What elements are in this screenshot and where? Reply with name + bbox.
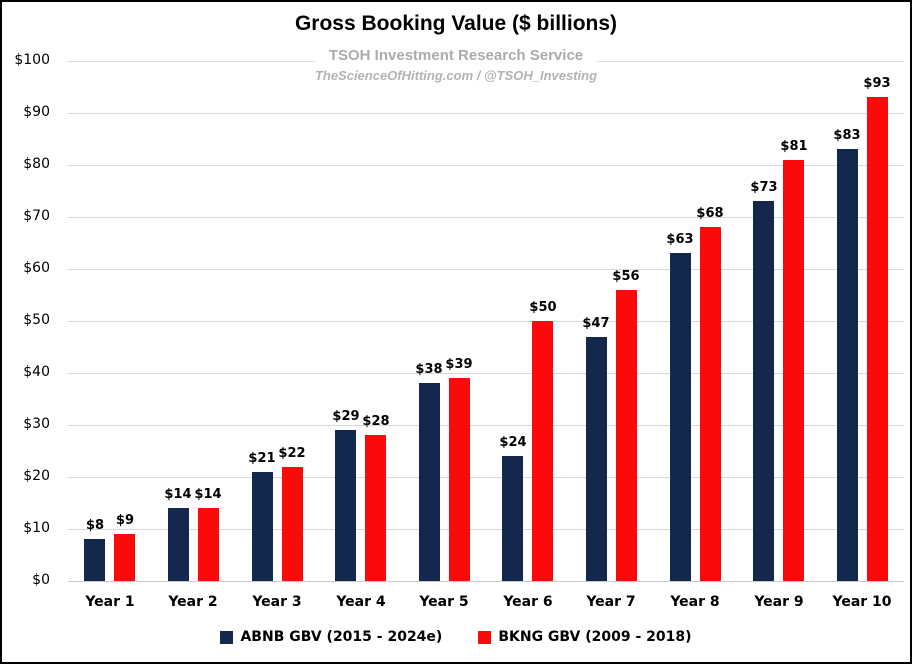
bar-value-label: $8 — [85, 518, 105, 533]
bar-series1-year-10 — [837, 149, 858, 581]
x-axis-category-label: Year 9 — [754, 594, 804, 610]
bar-series1-year-2 — [168, 508, 189, 581]
y-axis-tick-label: $80 — [23, 156, 50, 172]
bar-series1-year-3 — [252, 472, 273, 581]
x-axis-category-label: Year 2 — [168, 594, 218, 610]
bar-series2-year-5 — [449, 378, 470, 581]
bar-value-label: $81 — [780, 139, 808, 154]
y-axis-tick-label: $70 — [23, 208, 50, 224]
legend-label: BKNG GBV (2009 - 2018) — [498, 629, 692, 645]
bar-series2-year-10 — [867, 97, 888, 581]
bar-series1-year-1 — [84, 539, 105, 581]
bar-value-label: $9 — [115, 513, 135, 528]
bar-value-label: $14 — [194, 487, 222, 502]
y-axis-tick-label: $90 — [23, 104, 50, 120]
y-axis-tick-label: $60 — [23, 260, 50, 276]
legend-swatch-bkng — [478, 630, 492, 644]
bar-series2-year-3 — [282, 467, 303, 581]
bar-value-label: $63 — [666, 232, 694, 247]
gridline-50 — [68, 321, 904, 322]
bar-series2-year-4 — [365, 435, 386, 581]
bar-series1-year-4 — [335, 430, 356, 581]
gridline-80 — [68, 165, 904, 166]
bar-series1-year-6 — [502, 456, 523, 581]
bar-value-label: $28 — [362, 414, 390, 429]
bar-series2-year-9 — [783, 160, 804, 581]
bar-value-label: $39 — [445, 357, 473, 372]
gridline-20 — [68, 477, 904, 478]
y-axis-tick-label: $20 — [23, 468, 50, 484]
x-axis-category-label: Year 10 — [832, 594, 892, 610]
y-axis-tick-label: $40 — [23, 364, 50, 380]
y-axis-tick-label: $30 — [23, 416, 50, 432]
gridline-70 — [68, 217, 904, 218]
y-axis-tick-label: $0 — [32, 572, 50, 588]
bar-value-label: $14 — [164, 487, 192, 502]
chart-title: Gross Booking Value ($ billions) — [294, 12, 618, 35]
legend-item-abnb: ABNB GBV (2015 - 2024e) — [220, 629, 442, 645]
legend-swatch-abnb — [220, 630, 234, 644]
gridline-10 — [68, 529, 904, 530]
x-axis-category-label: Year 8 — [670, 594, 720, 610]
bar-value-label: $73 — [750, 180, 778, 195]
x-axis-category-label: Year 3 — [252, 594, 302, 610]
bar-series2-year-7 — [616, 290, 637, 581]
bar-series1-year-7 — [586, 337, 607, 581]
x-axis-category-label: Year 7 — [586, 594, 636, 610]
bar-series1-year-8 — [670, 253, 691, 581]
bar-value-label: $21 — [248, 451, 276, 466]
chart-subtitle: TSOH Investment Research Service — [2, 46, 910, 65]
chart-tagline: TheScienceOfHitting.com / @TSOH_Investin… — [2, 67, 910, 84]
bar-series2-year-1 — [114, 534, 135, 581]
x-axis-category-label: Year 5 — [419, 594, 469, 610]
gridline-0 — [68, 581, 904, 582]
bar-series2-year-8 — [700, 227, 721, 581]
bar-series2-year-2 — [198, 508, 219, 581]
bar-value-label: $47 — [582, 316, 610, 331]
bar-value-label: $24 — [499, 435, 527, 450]
bar-series1-year-9 — [753, 201, 774, 581]
bar-value-label: $83 — [833, 128, 861, 143]
x-axis-category-label: Year 1 — [85, 594, 135, 610]
chart-tagline-text: TheScienceOfHitting.com / @TSOH_Investin… — [304, 67, 608, 84]
y-axis-tick-label: $50 — [23, 312, 50, 328]
bar-value-label: $93 — [863, 76, 891, 91]
gridline-40 — [68, 373, 904, 374]
bar-series2-year-6 — [532, 321, 553, 581]
y-axis-tick-label: $100 — [14, 52, 50, 68]
y-axis-tick-label: $10 — [23, 520, 50, 536]
bar-series1-year-5 — [419, 383, 440, 581]
bar-value-label: $22 — [278, 446, 306, 461]
gridline-90 — [68, 113, 904, 114]
bar-value-label: $56 — [612, 269, 640, 284]
bar-value-label: $29 — [332, 409, 360, 424]
bar-value-label: $68 — [696, 206, 724, 221]
legend: ABNB GBV (2015 - 2024e) BKNG GBV (2009 - … — [2, 629, 910, 645]
bar-value-label: $50 — [529, 300, 557, 315]
bar-value-label: $38 — [415, 362, 443, 377]
gridline-30 — [68, 425, 904, 426]
legend-label: ABNB GBV (2015 - 2024e) — [240, 629, 443, 645]
x-axis-category-label: Year 6 — [503, 594, 553, 610]
chart-subtitle-text: TSOH Investment Research Service — [314, 46, 598, 65]
x-axis-category-label: Year 4 — [336, 594, 386, 610]
gridline-60 — [68, 269, 904, 270]
legend-item-bkng: BKNG GBV (2009 - 2018) — [478, 629, 692, 645]
